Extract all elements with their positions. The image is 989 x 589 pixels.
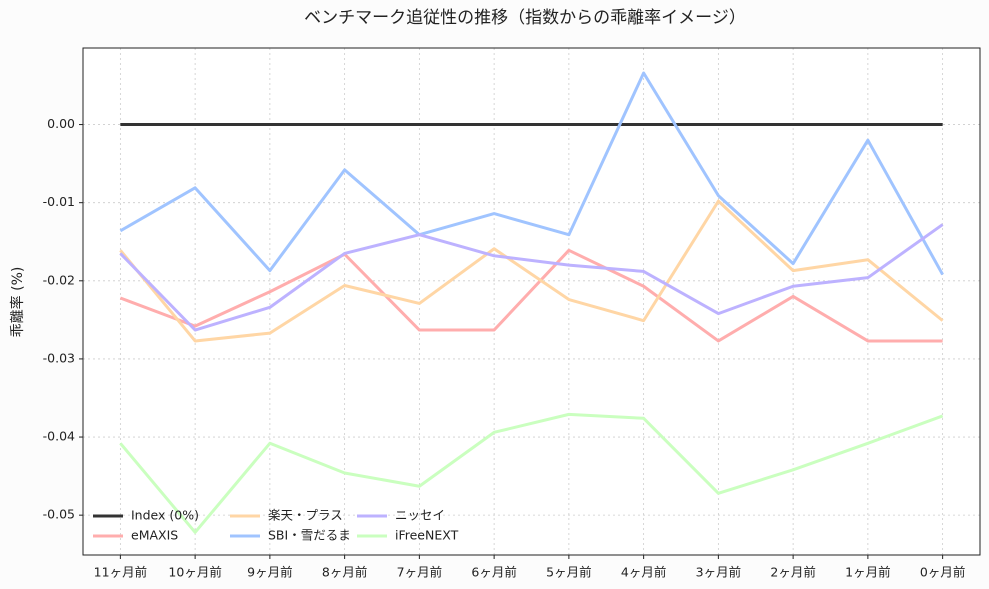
chart-title: ベンチマーク追従性の推移（指数からの乖離率イメージ） <box>304 8 746 28</box>
legend-label: iFreeNEXT <box>395 528 459 543</box>
y-axis-label: 乖離率 (%) <box>9 267 26 338</box>
x-tick-label: 3ヶ月前 <box>696 565 741 580</box>
series-line <box>119 248 943 343</box>
plot-area <box>83 48 980 555</box>
legend-label: 楽天・プラス <box>268 508 343 523</box>
x-tick-label: 9ヶ月前 <box>247 565 292 580</box>
x-tick-label: 0ヶ月前 <box>920 565 965 580</box>
y-tick-label: 0.00 <box>47 116 75 131</box>
legend: Index (0%) eMAXIS 楽天・プラス SBI・雪だるま ニッセイ iFreeN… <box>93 508 459 543</box>
x-tick-label: 1ヶ月前 <box>845 565 890 580</box>
lines <box>119 71 944 534</box>
x-tick-label: 2ヶ月前 <box>770 565 815 580</box>
y-tick-label: -0.02 <box>43 272 75 287</box>
x-tick-label: 10ヶ月前 <box>168 565 221 580</box>
x-tick-label: 7ヶ月前 <box>397 565 442 580</box>
x-tick-label: 5ヶ月前 <box>546 565 591 580</box>
x-tick-label: 4ヶ月前 <box>621 565 666 580</box>
series-line <box>119 412 944 534</box>
series-line <box>119 223 944 332</box>
x-tick-label: 6ヶ月前 <box>471 565 516 580</box>
y-tick-label: -0.01 <box>43 194 75 209</box>
legend-label: eMAXIS <box>131 528 178 543</box>
series-line <box>119 71 944 276</box>
y-tick-label: -0.03 <box>43 350 75 365</box>
legend-label: Index (0%) <box>131 508 199 523</box>
plot-frame <box>82 47 981 556</box>
y-tick-label: -0.05 <box>43 507 75 522</box>
x-tick-label: 8ヶ月前 <box>322 565 367 580</box>
y-tick-label: -0.04 <box>43 429 75 444</box>
legend-label: SBI・雪だるま <box>268 528 351 543</box>
x-tick-label: 11ヶ月前 <box>94 565 147 580</box>
legend-label: ニッセイ <box>395 508 445 523</box>
series-line <box>119 199 944 343</box>
